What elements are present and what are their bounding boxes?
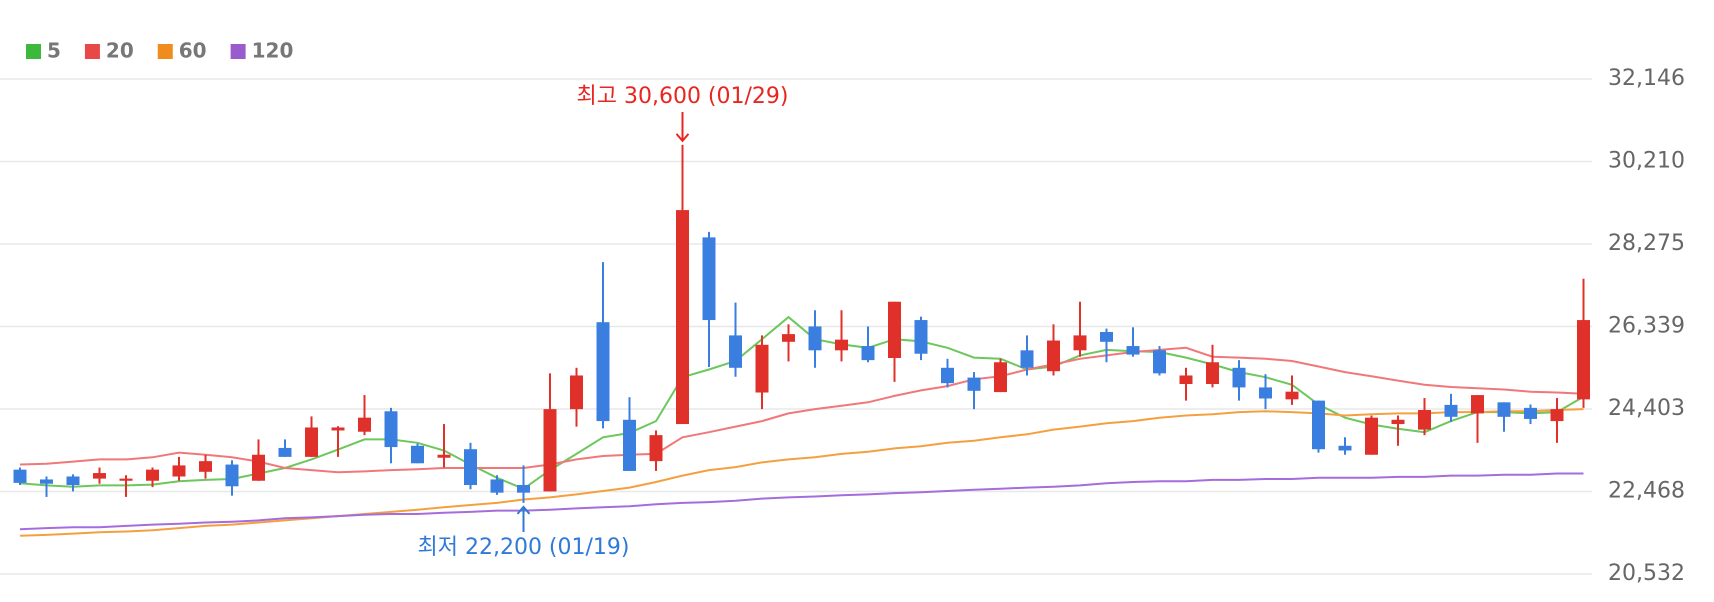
candle-body bbox=[358, 417, 371, 432]
candle-body bbox=[1418, 409, 1431, 430]
candle-body bbox=[305, 427, 318, 457]
candle-body bbox=[1312, 400, 1325, 450]
candle-body bbox=[1179, 375, 1193, 384]
ma-line bbox=[19, 346, 1584, 474]
candle-body bbox=[994, 362, 1007, 393]
candle-body bbox=[331, 427, 345, 431]
candle-body bbox=[676, 210, 689, 425]
candle-body bbox=[13, 469, 27, 483]
candle-body bbox=[729, 335, 742, 368]
legend-label: 20 bbox=[106, 39, 134, 63]
candle-body bbox=[570, 375, 583, 410]
legend-label: 120 bbox=[252, 39, 294, 63]
legend-swatch bbox=[230, 44, 246, 59]
legend-swatch bbox=[84, 44, 100, 59]
y-tick-label: 32,146 bbox=[1608, 66, 1685, 91]
candle-body bbox=[702, 237, 716, 321]
candle-body bbox=[967, 377, 981, 391]
candle-body bbox=[411, 445, 424, 464]
candle-body bbox=[941, 367, 954, 384]
candle-body bbox=[1100, 331, 1113, 342]
candle-body bbox=[1047, 340, 1060, 372]
candle-body bbox=[66, 476, 80, 486]
candle-body bbox=[861, 346, 875, 361]
candle-body bbox=[782, 334, 795, 342]
candles bbox=[13, 144, 1590, 503]
candle-body bbox=[835, 339, 848, 351]
y-tick-label: 20,532 bbox=[1608, 561, 1685, 586]
candle-body bbox=[1497, 402, 1511, 417]
candle-body bbox=[278, 447, 292, 457]
candle-body bbox=[1391, 419, 1405, 425]
candle-body bbox=[384, 411, 398, 448]
y-tick-label: 30,210 bbox=[1608, 149, 1685, 174]
legend-swatch bbox=[157, 44, 173, 59]
candle-body bbox=[1285, 391, 1299, 400]
candle-body bbox=[1365, 417, 1378, 455]
legend-swatch bbox=[26, 44, 41, 59]
candle-body bbox=[1471, 395, 1484, 414]
candle-body bbox=[623, 419, 636, 471]
candle-body bbox=[1524, 407, 1537, 419]
candle-body bbox=[649, 435, 663, 462]
candle-body bbox=[1444, 404, 1458, 417]
candle-body bbox=[199, 461, 212, 472]
candle-body bbox=[543, 409, 557, 492]
y-tick-label: 24,403 bbox=[1608, 396, 1685, 421]
candle-body bbox=[1073, 335, 1087, 351]
candle-body bbox=[437, 454, 451, 458]
candle-body bbox=[1550, 409, 1564, 422]
candle-body bbox=[1232, 367, 1246, 388]
legend-label: 60 bbox=[179, 39, 207, 63]
candle-body bbox=[172, 465, 186, 477]
min-arrow bbox=[516, 505, 531, 532]
candle-body bbox=[225, 464, 239, 487]
candle-body bbox=[1338, 445, 1352, 451]
candle-body bbox=[490, 479, 504, 493]
candle-body bbox=[1020, 350, 1034, 368]
candle-body bbox=[808, 326, 822, 351]
candle-body bbox=[914, 320, 928, 354]
candle-body bbox=[1153, 350, 1166, 374]
candle-body bbox=[888, 301, 901, 358]
candle-body bbox=[93, 473, 106, 479]
candle-body bbox=[1126, 346, 1140, 355]
candle-body bbox=[146, 469, 159, 481]
moving-averages bbox=[19, 315, 1585, 537]
candle-body bbox=[1577, 320, 1590, 400]
candle-body bbox=[252, 454, 265, 481]
candle-body bbox=[40, 479, 53, 484]
candle-body bbox=[755, 344, 769, 393]
candle-body bbox=[596, 322, 610, 422]
candle-body bbox=[464, 449, 477, 486]
max-annotation: 최고 30,600 (01/29) bbox=[576, 84, 788, 109]
candle-body bbox=[119, 478, 133, 481]
candle-body bbox=[1206, 362, 1219, 384]
min-annotation: 최저 22,200 (01/19) bbox=[417, 535, 629, 560]
max-arrow bbox=[675, 112, 690, 143]
y-tick-label: 26,339 bbox=[1608, 314, 1685, 339]
candle-body bbox=[1259, 387, 1272, 399]
y-tick-label: 22,468 bbox=[1608, 478, 1685, 503]
candle-body bbox=[517, 485, 530, 493]
ma-line bbox=[19, 472, 1584, 531]
y-tick-label: 28,275 bbox=[1608, 231, 1685, 256]
legend-label: 5 bbox=[47, 39, 61, 63]
